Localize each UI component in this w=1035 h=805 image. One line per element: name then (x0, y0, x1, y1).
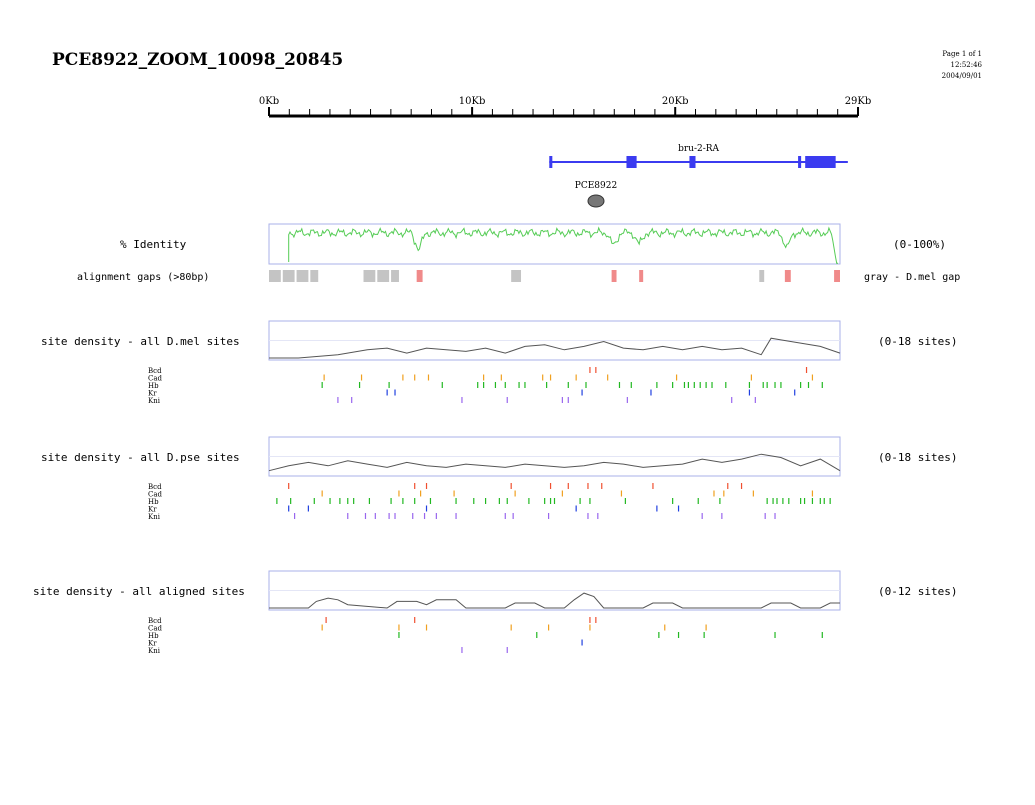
density-label: site density - all D.pse sites (41, 451, 240, 464)
ruler-label: 0Kb (259, 96, 279, 107)
factor-label: Hb (148, 632, 159, 640)
gap-block-pink (611, 270, 617, 282)
kb-ruler: 0Kb 10Kb 20Kb 29Kb (259, 96, 872, 118)
ruler-label: 10Kb (459, 96, 486, 107)
gap-block-gray (511, 270, 522, 282)
factor-label: Hb (148, 498, 159, 506)
element-marker (587, 194, 605, 208)
density-range: (0-12 sites) (878, 585, 957, 598)
gene-exon (798, 156, 802, 168)
gaps-legend: gray - D.mel gap (864, 272, 960, 283)
element-name: PCE8922 (575, 181, 617, 191)
gaps-label: alignment gaps (>80bp) (77, 272, 209, 283)
gap-block-gray (310, 270, 319, 282)
gap-block-gray (391, 270, 399, 282)
identity-track: % Identity (0-100%) (120, 223, 946, 265)
factor-label: Kni (148, 647, 161, 655)
gap-block-gray (296, 270, 309, 282)
density-panel: site density - all D.mel sites (0-18 site… (41, 320, 957, 405)
gap-block-pink (784, 270, 791, 282)
alignment-gaps-track: alignment gaps (>80bp) gray - D.mel gap (77, 270, 960, 283)
factor-label: Bcd (148, 617, 162, 625)
page-title: PCE8922_ZOOM_10098_20845 (52, 50, 343, 70)
density-panel: site density - all D.pse sites (0-18 site… (41, 436, 957, 521)
identity-trace (288, 226, 838, 264)
gap-block-pink (416, 270, 423, 282)
factor-label: Kr (148, 640, 157, 648)
density-profile (269, 592, 840, 609)
gene-exon (549, 156, 553, 168)
identity-range: (0-100%) (893, 238, 946, 251)
ruler-label: 20Kb (662, 96, 689, 107)
gene-exon (626, 156, 637, 168)
gap-block-gray (363, 270, 376, 282)
page-info: Page 1 of 1 (942, 50, 982, 58)
density-profile (269, 337, 841, 359)
identity-frame (268, 223, 841, 265)
factor-label: Cad (148, 491, 163, 499)
gene-exon (689, 156, 696, 168)
factor-label: Bcd (148, 367, 162, 375)
element-track: PCE8922 (575, 181, 617, 208)
page-time: 12:52:46 (951, 61, 983, 69)
gap-block-gray (282, 270, 295, 282)
density-range: (0-18 sites) (878, 335, 957, 348)
factor-label: Cad (148, 375, 163, 383)
gap-block-gray (269, 270, 281, 282)
page-date: 2004/09/01 (942, 72, 982, 80)
gene-name: bru-2-RA (678, 144, 719, 154)
factor-label: Kr (148, 390, 157, 398)
gap-block-pink (834, 270, 840, 282)
density-label: site density - all aligned sites (33, 585, 245, 598)
gene-track: bru-2-RA (549, 144, 848, 168)
factor-label: Bcd (148, 483, 162, 491)
factor-label: Cad (148, 625, 163, 633)
factor-label: Kr (148, 506, 157, 514)
factor-label: Hb (148, 382, 159, 390)
factor-label: Kni (148, 397, 161, 405)
site-density-panels: site density - all D.mel sites (0-18 site… (33, 320, 957, 655)
identity-label: % Identity (120, 238, 187, 251)
gap-block-pink (639, 270, 644, 282)
gap-block-gray (377, 270, 390, 282)
gene-exon (805, 156, 836, 168)
gap-block-gray (759, 270, 765, 282)
ruler-label: 29Kb (845, 96, 872, 107)
density-label: site density - all D.mel sites (41, 335, 240, 348)
factor-label: Kni (148, 513, 161, 521)
density-range: (0-18 sites) (878, 451, 957, 464)
density-panel: site density - all aligned sites (0-12 si… (33, 570, 957, 655)
density-profile (268, 453, 841, 472)
